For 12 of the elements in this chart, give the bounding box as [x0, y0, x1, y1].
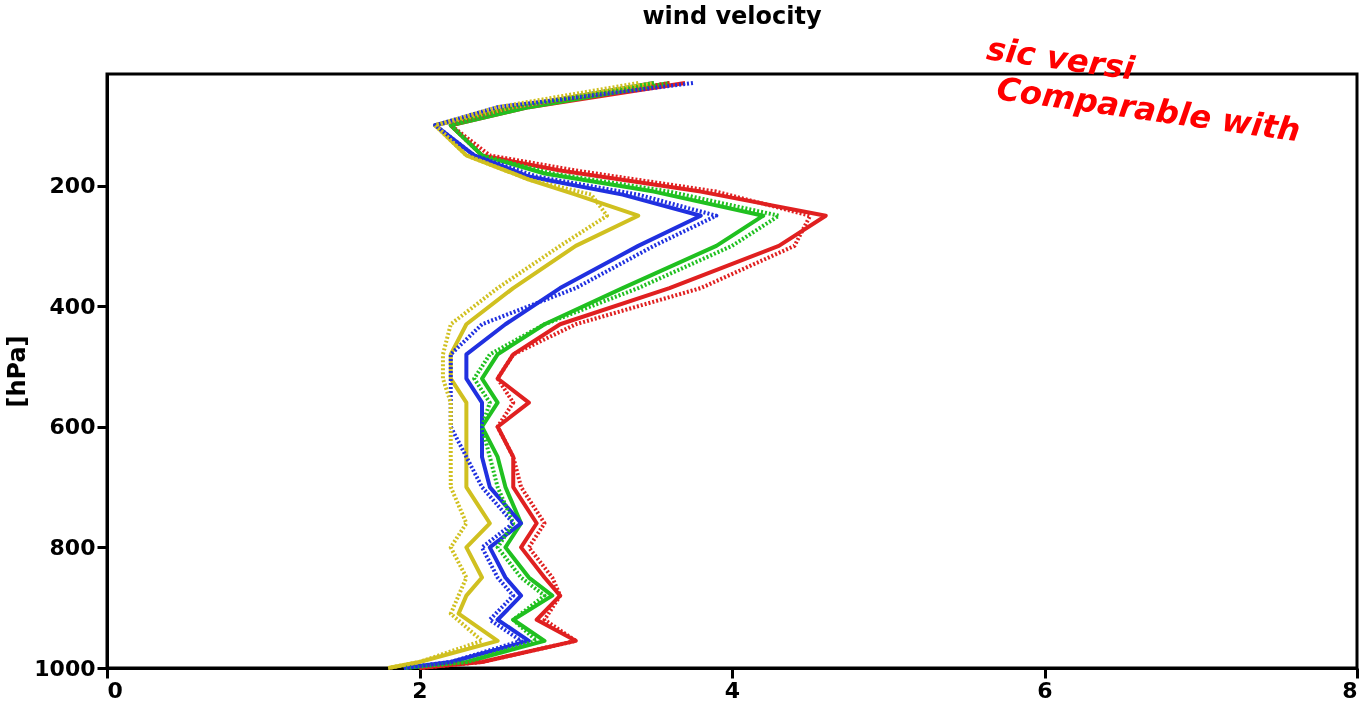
x-tick-label: 2 — [412, 677, 428, 703]
y-tick-label: 200 — [49, 173, 96, 199]
y-tick-label: 800 — [49, 534, 96, 560]
y-tick-label: 400 — [49, 293, 96, 319]
x-tick-label: 8 — [1342, 677, 1358, 703]
y-axis-title: [hPa] — [3, 335, 32, 408]
x-tick-label: 0 — [107, 677, 123, 703]
y-tick-label: 600 — [49, 414, 96, 440]
y-tick-label: 1000 — [34, 655, 96, 681]
x-tick-label: 4 — [724, 677, 741, 703]
x-tick-label: 6 — [1037, 677, 1053, 703]
chart-title: wind velocity — [642, 2, 822, 31]
